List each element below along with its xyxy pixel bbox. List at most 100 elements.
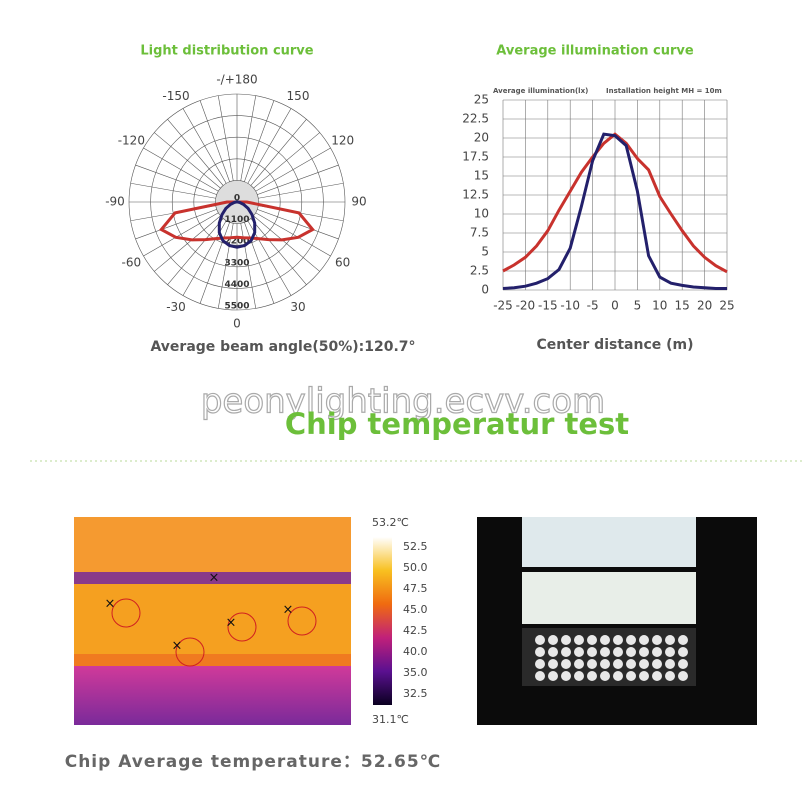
- led: [626, 647, 636, 657]
- led: [574, 647, 584, 657]
- led: [652, 635, 662, 645]
- angle-tick-label: -120: [118, 134, 145, 148]
- led-photo: [477, 517, 757, 725]
- x-tick-label: 20: [697, 299, 712, 313]
- y-tick-label: 5: [481, 245, 489, 259]
- x-tick-label: -5: [587, 299, 599, 313]
- scale-label: 32.5: [403, 687, 428, 700]
- led: [600, 659, 610, 669]
- ring: [128, 93, 346, 311]
- led: [587, 659, 597, 669]
- led: [665, 671, 675, 681]
- ring: [193, 158, 281, 246]
- chart-title: Light distribution curve: [140, 44, 313, 59]
- x-tick-label: -25: [493, 299, 513, 313]
- scale-label: 47.5: [403, 582, 428, 595]
- x-tick-label: 0: [611, 299, 619, 313]
- footer: Chip Average temperature：52.65℃: [65, 752, 442, 772]
- led: [548, 647, 558, 657]
- scale-label: 42.5: [403, 624, 428, 637]
- led: [652, 647, 662, 657]
- r-tick-label: 1100: [224, 215, 249, 225]
- scale-max: 53.2℃: [372, 516, 409, 529]
- angle-tick-label: -/+180: [216, 73, 257, 87]
- led: [639, 659, 649, 669]
- led: [613, 635, 623, 645]
- angle-tick-label: -30: [166, 300, 186, 314]
- led: [535, 659, 545, 669]
- scale-label: 50.0: [403, 561, 428, 574]
- y-tick-label: 20: [474, 131, 489, 145]
- led: [665, 647, 675, 657]
- svg-text:×: ×: [226, 616, 237, 631]
- scale-label: 45.0: [403, 603, 428, 616]
- y-tick-label: 25: [474, 93, 489, 107]
- note: Installation height MH = 10m: [606, 87, 722, 95]
- angle-tick-label: 0: [233, 317, 241, 331]
- led: [600, 671, 610, 681]
- led: [626, 659, 636, 669]
- led: [600, 647, 610, 657]
- led: [548, 635, 558, 645]
- y-tick-label: 2.5: [470, 264, 489, 278]
- led: [678, 647, 688, 657]
- ring: [171, 136, 303, 268]
- led: [535, 671, 545, 681]
- led: [561, 647, 571, 657]
- led: [678, 635, 688, 645]
- y-tick-label: 22.5: [462, 112, 489, 126]
- led: [548, 659, 558, 669]
- y-tick-label: 12.5: [462, 188, 489, 202]
- led: [574, 659, 584, 669]
- led: [678, 659, 688, 669]
- angle-tick-label: -150: [162, 89, 189, 103]
- led: [561, 659, 571, 669]
- svg-text:×: ×: [283, 603, 294, 618]
- r-tick-label: 5500: [224, 302, 249, 312]
- line-series: [502, 132, 727, 290]
- angle-tick-label: 120: [331, 134, 354, 148]
- svg-text:×: ×: [105, 597, 116, 612]
- color-scale: [373, 537, 392, 705]
- subtitle: Average illumination(lx): [493, 87, 588, 95]
- svg-text:×: ×: [172, 639, 183, 654]
- r-tick-label: 4400: [224, 280, 249, 290]
- watermark: peonylighting.ecvv.com: [201, 382, 605, 422]
- angle-tick-label: 60: [335, 256, 350, 270]
- y-tick-label: 15: [474, 169, 489, 183]
- led: [652, 671, 662, 681]
- led: [639, 635, 649, 645]
- x-axis-label: Center distance (m): [536, 337, 693, 353]
- x-tick-label: 10: [652, 299, 667, 313]
- x-tick-label: -15: [538, 299, 558, 313]
- scale-min: 31.1℃: [372, 713, 409, 726]
- angle-tick-label: -90: [105, 195, 125, 209]
- thermal-image: × × × × ×: [74, 517, 351, 725]
- x-tick-label: 25: [719, 299, 734, 313]
- led: [678, 671, 688, 681]
- r-tick-label: 2200: [224, 237, 249, 247]
- led: [600, 635, 610, 645]
- svg-text:×: ×: [209, 571, 220, 586]
- led: [548, 671, 558, 681]
- led: [626, 635, 636, 645]
- polar-curve: [158, 200, 316, 242]
- scale-label: 52.5: [403, 540, 428, 553]
- r-tick-label: 0: [234, 194, 240, 204]
- ring: [150, 115, 324, 289]
- caption: Average beam angle(50%):120.7°: [150, 339, 415, 355]
- x-tick-label: 15: [675, 299, 690, 313]
- polar-curve: [217, 200, 257, 249]
- r-tick-label: 3300: [224, 258, 249, 268]
- y-tick-label: 7.5: [470, 226, 489, 240]
- led: [665, 659, 675, 669]
- angle-tick-label: -60: [122, 256, 142, 270]
- angle-tick-label: 150: [287, 89, 310, 103]
- led: [639, 647, 649, 657]
- y-tick-label: 10: [474, 207, 489, 221]
- led: [561, 635, 571, 645]
- led: [613, 647, 623, 657]
- led: [613, 659, 623, 669]
- led: [587, 671, 597, 681]
